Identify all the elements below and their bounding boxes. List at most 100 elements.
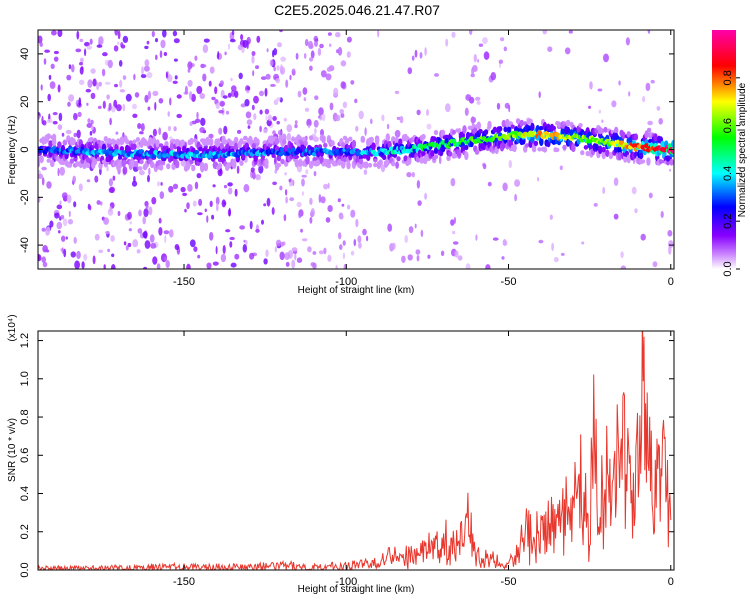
spectrogram-cell (300, 228, 303, 233)
spectrogram-cell (340, 81, 346, 89)
spectrogram-cell (631, 186, 637, 195)
spectrogram-cell (80, 57, 84, 63)
spectrogram-cell (450, 178, 456, 187)
spectrogram-cell (391, 242, 396, 250)
spectrogram-cell (298, 211, 302, 219)
x-tick-label: -100 (335, 276, 357, 288)
spectrogram-cell (75, 161, 80, 167)
spectrogram-cell (144, 94, 149, 103)
spectrogram-cell (231, 30, 235, 36)
spectrogram-cell (41, 256, 46, 264)
spectrogram-cell (642, 95, 646, 103)
spectrogram-cell (658, 159, 664, 164)
spectrogram-cell (104, 230, 110, 235)
spectrogram-cell (74, 260, 80, 269)
spectrogram-cell (327, 182, 330, 189)
spectrogram-cell (198, 146, 203, 152)
spectrogram-cell (173, 58, 178, 62)
spectrogram-cell (132, 103, 137, 110)
spectrogram-cell (189, 137, 194, 145)
spectrogram-cell (401, 255, 406, 263)
spectrogram-cell (280, 64, 283, 73)
spectrogram-cell (111, 253, 115, 258)
spectrogram-cell (174, 244, 180, 250)
spectrogram-cell (69, 158, 75, 164)
spectrogram-cell (669, 168, 672, 172)
spectrogram-cell (67, 218, 74, 225)
spectrogram-cell (265, 73, 271, 80)
spectrogram-cell (399, 115, 404, 124)
spectrogram-cell (107, 59, 113, 69)
spectrogram-cell (364, 161, 369, 169)
spectrogram-cell (398, 138, 403, 146)
spectrogram-cell (273, 99, 279, 106)
spectrogram-cell (50, 159, 55, 168)
spectrogram-cell (396, 156, 401, 162)
spectrogram-cell (396, 116, 401, 120)
spectrogram-cell (81, 261, 85, 269)
spectrogram-cell (280, 158, 285, 165)
spectrogram-cell (94, 142, 100, 150)
x-tick-label: -50 (501, 276, 517, 288)
spectrogram-cell (305, 155, 310, 165)
spectrogram-cell (123, 241, 127, 246)
spectrogram-cell (281, 241, 286, 246)
spectrogram-cell (252, 70, 255, 77)
spectrogram-cell (515, 118, 521, 125)
colorbar-tick-label: 0.8 (722, 70, 734, 85)
spectrogram-cell (404, 235, 409, 243)
spectrogram-cell (507, 126, 512, 133)
spectrogram-cell (259, 109, 263, 115)
spectrogram-cell (73, 132, 78, 138)
spectrogram-cell (227, 92, 232, 98)
colorbar-ticks: 0.0 0.2 0.4 0.6 0.8 (722, 70, 740, 277)
spectrogram-cell (215, 196, 220, 205)
spectrogram-cell (387, 223, 393, 232)
spectrogram-cell (309, 65, 313, 71)
spectrogram-cell (117, 30, 121, 40)
spectrogram-cell (166, 163, 171, 170)
spectrogram-cell (220, 101, 225, 107)
spectrogram-cell (426, 109, 429, 116)
spectrogram-cell (364, 127, 367, 136)
spectrogram-cell (617, 151, 622, 161)
spectrogram-cell (605, 149, 610, 157)
spectrogram-cell (215, 102, 220, 109)
spectrogram-cell (460, 142, 465, 148)
spectrogram-cell (208, 137, 214, 147)
spectrogram-panel: -150 -100 -50 0 -40 -20 0 20 40 Height of strai… (7, 29, 675, 296)
spectrogram-cell (339, 109, 345, 114)
spectrogram-cell (217, 163, 223, 169)
spectrogram-cell (96, 81, 100, 91)
spectrogram-cell (220, 253, 227, 263)
spectrogram-cell (48, 140, 53, 148)
spectrogram-cell (109, 205, 112, 213)
spectrogram-cell (476, 100, 481, 105)
spectrogram-cell (273, 66, 277, 72)
spectrogram-x-label: Height of straight line (km) (298, 285, 415, 296)
spectrogram-cell (358, 158, 364, 165)
spectrogram-cell (208, 80, 212, 87)
spectrogram-cell (117, 155, 123, 160)
spectrogram-cell (123, 160, 128, 165)
spectrogram-cell (246, 40, 249, 50)
spectrogram-cell (309, 197, 313, 205)
spectrogram-cell (67, 101, 71, 107)
spectrogram-cell (148, 136, 153, 146)
spectrogram-cell (245, 111, 252, 119)
spectrogram-cell (102, 100, 106, 109)
spectrogram-cell (420, 229, 424, 237)
spectrogram-cell (79, 38, 84, 43)
spectrogram-cell (408, 226, 414, 234)
spectrogram-cell (107, 248, 110, 253)
spectrogram-cell (50, 63, 55, 69)
spectrogram-cell (116, 138, 121, 146)
spectrogram-cell (149, 234, 155, 243)
spectrogram-cell (277, 130, 283, 136)
spectrogram-cell (180, 186, 186, 193)
spectrogram-cell (276, 65, 280, 71)
spectrogram-cell (184, 208, 187, 213)
spectrogram-cell (197, 89, 202, 95)
spectrogram-cell (316, 159, 321, 166)
spectrogram-cell (75, 48, 82, 53)
